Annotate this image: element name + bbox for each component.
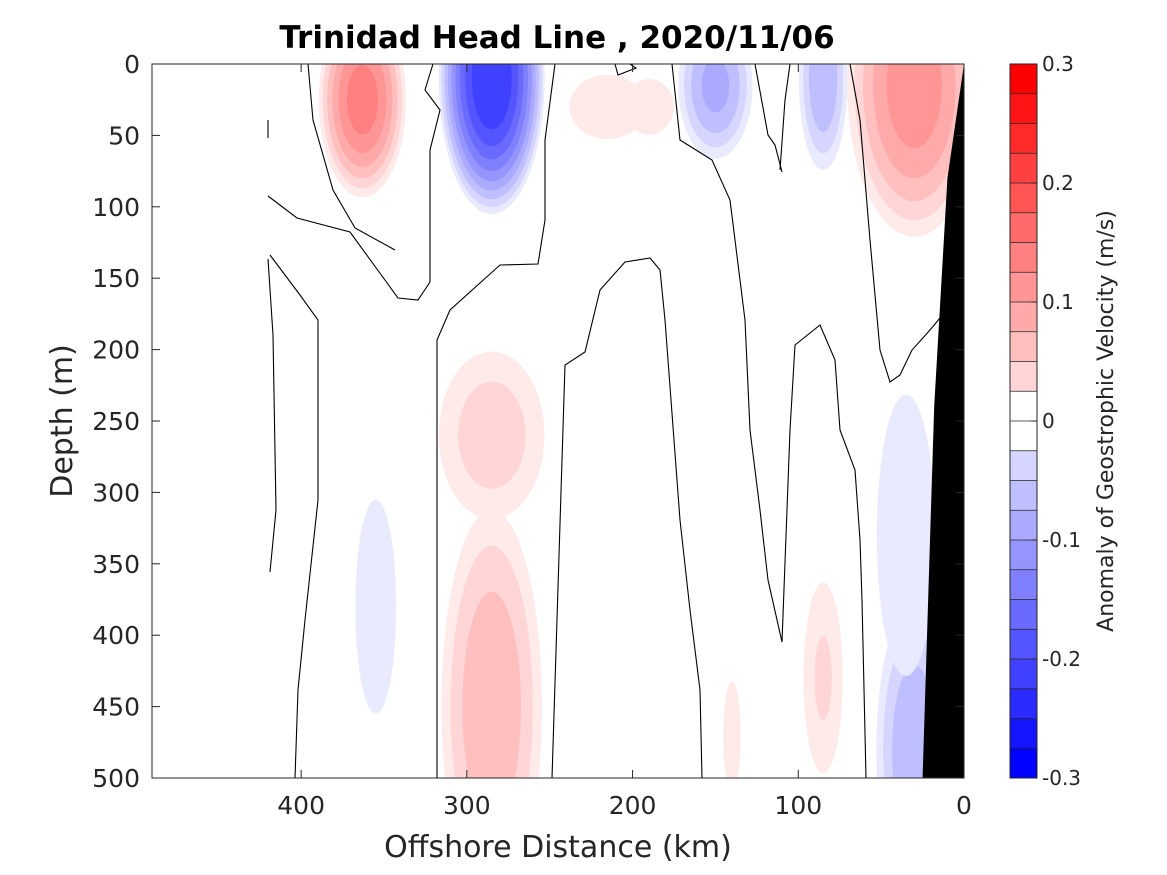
zero-contour-line xyxy=(267,64,441,301)
colorbar-band xyxy=(1010,212,1037,243)
velocity-contour-band xyxy=(886,64,942,148)
y-tick-label: 450 xyxy=(92,693,140,722)
velocity-contour-band xyxy=(624,78,675,135)
zero-contour-line xyxy=(551,257,703,778)
velocity-contour-band xyxy=(701,64,730,113)
velocity-contour-band xyxy=(723,681,741,778)
zero-contour-line xyxy=(779,64,791,171)
colorbar-tick-label: 0.3 xyxy=(1042,52,1074,76)
velocity-contour-band xyxy=(355,499,397,714)
colorbar-band xyxy=(1010,93,1037,124)
colorbar-band xyxy=(1010,629,1037,659)
y-tick-label: 0 xyxy=(124,50,140,79)
y-tick-label: 150 xyxy=(92,264,140,293)
x-tick-label: 400 xyxy=(277,791,325,820)
x-axis: 400 300 200 100 0 xyxy=(277,64,972,820)
colorbar-band xyxy=(1010,183,1037,213)
y-tick-label: 50 xyxy=(108,121,140,150)
colorbar-band xyxy=(1010,391,1037,421)
colorbar-tick-label: -0.1 xyxy=(1042,528,1081,552)
colorbar-band xyxy=(1010,569,1037,600)
y-tick-label: 500 xyxy=(92,764,140,793)
colorbar-band xyxy=(1010,64,1037,94)
zero-contour-line xyxy=(436,64,556,778)
y-tick-label: 100 xyxy=(92,193,140,222)
velocity-contour-band xyxy=(569,74,647,139)
x-tick-label: 300 xyxy=(443,791,491,820)
zero-contour-line xyxy=(754,64,783,173)
colorbar-band xyxy=(1010,659,1037,689)
y-tick-label: 250 xyxy=(92,407,140,436)
colorbar-band xyxy=(1010,510,1037,540)
colorbar-band xyxy=(1010,331,1037,362)
colorbar-label: Anomaly of Geostrophic Velocity (m/s) xyxy=(1094,210,1119,632)
colorbar-tick-label: 0 xyxy=(1042,409,1055,433)
chart-title: Trinidad Head Line , 2020/11/06 xyxy=(279,20,834,56)
velocity-contour-band xyxy=(814,635,832,721)
zero-contour-line xyxy=(269,254,319,778)
y-tick-label: 350 xyxy=(92,550,140,579)
velocity-contour-band xyxy=(457,381,526,489)
colorbar-band xyxy=(1010,480,1037,511)
y-tick-label: 300 xyxy=(92,478,140,507)
velocity-contour-band xyxy=(346,65,378,135)
colorbar-band xyxy=(1010,540,1037,570)
y-axis: 0 50 100 150 200 250 300 350 400 450 500 xyxy=(92,50,964,793)
colorbar-band xyxy=(1010,361,1037,392)
velocity-contour-band xyxy=(808,64,838,132)
colorbar-band xyxy=(1010,718,1037,749)
velocity-contour-band xyxy=(876,394,936,676)
x-axis-label: Offshore Distance (km) xyxy=(384,830,732,865)
seafloor-bathymetry xyxy=(922,64,964,778)
colorbar-band xyxy=(1010,242,1037,273)
colorbar-band xyxy=(1010,272,1037,302)
y-axis-label: Depth (m) xyxy=(45,344,80,498)
velocity-contour-band xyxy=(471,64,512,130)
colorbar-band xyxy=(1010,302,1037,332)
colorbar-band xyxy=(1010,421,1037,451)
zero-contour-line xyxy=(849,64,941,383)
x-tick-label: 100 xyxy=(774,791,822,820)
colorbar-band xyxy=(1010,688,1037,719)
zero-contour-lines xyxy=(267,64,941,778)
colorbar-tick-label: 0.2 xyxy=(1042,171,1074,195)
colorbar-band xyxy=(1010,153,1037,183)
colorbar-tick-label: -0.2 xyxy=(1042,647,1081,671)
plot-area xyxy=(151,63,965,779)
zero-contour-line xyxy=(307,64,396,251)
colorbar-tick-label: -0.3 xyxy=(1042,766,1081,790)
zero-contour-line xyxy=(671,64,867,778)
colorbar-band xyxy=(1010,450,1037,481)
colorbar-band xyxy=(1010,748,1037,778)
y-tick-label: 400 xyxy=(92,621,140,650)
colorbar: -0.3 -0.2 -0.1 0 0.1 0.2 0.3 xyxy=(1009,52,1081,790)
zero-contour-line xyxy=(267,258,277,573)
colorbar-band xyxy=(1010,599,1037,630)
velocity-contour-fills xyxy=(318,64,964,778)
x-tick-label: 200 xyxy=(609,791,657,820)
y-tick-label: 200 xyxy=(92,336,140,365)
velocity-contour-band xyxy=(462,591,521,778)
x-tick-label: 0 xyxy=(956,791,972,820)
colorbar-band xyxy=(1010,123,1037,154)
colorbar-tick-label: 0.1 xyxy=(1042,290,1074,314)
